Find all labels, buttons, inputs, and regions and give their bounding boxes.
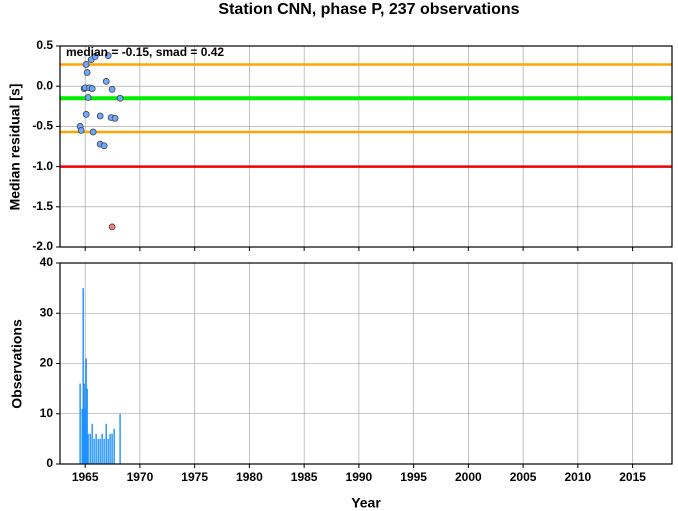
data-point — [84, 94, 92, 101]
bar — [113, 428, 115, 464]
plot-frame — [59, 45, 673, 248]
y-tick-label: -0.5 — [32, 119, 53, 133]
x-tick-label: 2015 — [619, 470, 646, 484]
x-tick-label: 1980 — [236, 470, 263, 484]
data-point — [100, 142, 108, 150]
data-point — [82, 110, 90, 118]
data-point — [96, 112, 104, 120]
bar — [95, 433, 97, 464]
x-tick-label: 1990 — [346, 470, 373, 484]
x-tick-label: 1965 — [72, 470, 99, 484]
bar — [79, 383, 81, 464]
y-tick-label: 0 — [46, 456, 53, 470]
bar — [85, 358, 87, 464]
chart-title: Station CNN, phase P, 237 observations — [218, 1, 519, 18]
x-tick-label: 1985 — [291, 470, 318, 484]
plot-frame — [59, 262, 673, 465]
annotation: median = -0.15, smad = 0.42 — [66, 45, 224, 59]
data-point — [116, 94, 124, 102]
x-axis-label: Year — [351, 495, 381, 511]
y-axis-label: Median residual [s] — [7, 84, 23, 211]
y-tick-label: 40 — [40, 255, 54, 269]
bar — [87, 433, 89, 464]
data-point — [91, 53, 99, 60]
bar — [111, 433, 113, 464]
bar — [105, 423, 107, 464]
bar — [81, 408, 83, 464]
y-tick-label: 0.5 — [36, 38, 53, 52]
x-tick-label: 1970 — [127, 470, 154, 484]
data-point — [82, 61, 90, 68]
data-point — [104, 52, 112, 59]
y-tick-label: -1.5 — [32, 199, 53, 213]
bar — [107, 438, 109, 464]
bar — [99, 438, 101, 464]
x-tick-label: 2005 — [510, 470, 537, 484]
data-point — [108, 86, 116, 93]
y-tick-label: 0.0 — [36, 78, 53, 92]
data-point — [83, 69, 91, 76]
data-point — [111, 115, 119, 122]
bar — [119, 413, 121, 464]
data-point — [89, 128, 97, 136]
bar — [89, 433, 91, 464]
y-tick-label: 10 — [40, 406, 54, 420]
y-tick-label: -1.0 — [32, 159, 53, 173]
y-tick-label: -2.0 — [32, 239, 53, 253]
bar — [83, 383, 85, 464]
y-tick-label: 20 — [40, 356, 54, 370]
bar — [93, 438, 95, 464]
x-tick-label: 2000 — [455, 470, 482, 484]
y-axis-label: Observations — [9, 319, 25, 409]
bar — [101, 433, 103, 464]
bar — [91, 423, 93, 464]
data-point — [88, 85, 96, 92]
x-tick-label: 2010 — [564, 470, 591, 484]
data-point — [108, 223, 116, 231]
y-tick-label: 30 — [40, 305, 54, 319]
bar — [103, 438, 105, 464]
x-tick-label: 1975 — [181, 470, 208, 484]
data-point — [102, 78, 110, 85]
x-tick-label: 1995 — [400, 470, 427, 484]
bar — [109, 433, 111, 464]
bar — [86, 388, 88, 464]
bar — [97, 438, 99, 464]
bar — [84, 408, 86, 464]
data-point — [77, 127, 85, 134]
bar — [82, 288, 84, 464]
